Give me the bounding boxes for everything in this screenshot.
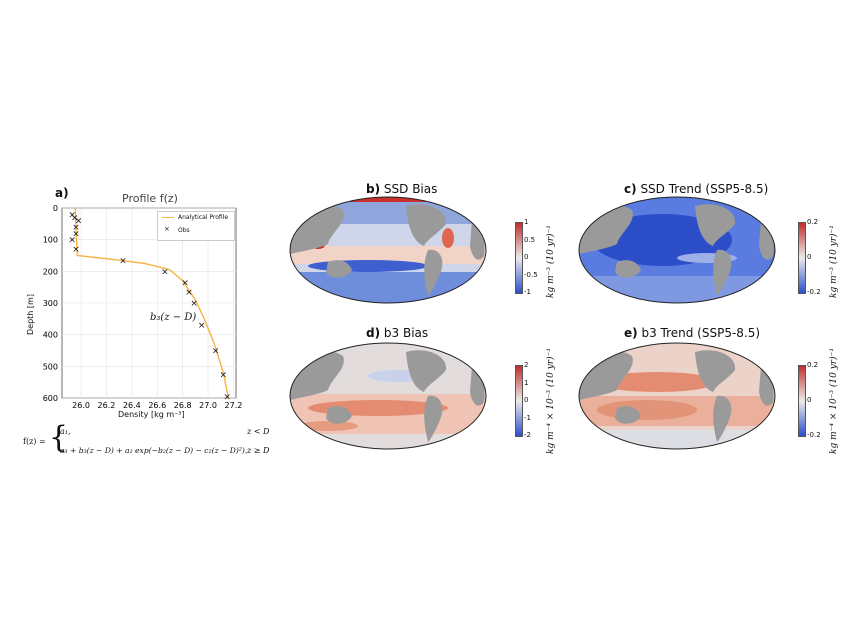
legend-entry-obs: Obs	[178, 227, 190, 234]
colorbar-tick-label: 0.5	[524, 235, 536, 244]
equation-case1: a₁,	[60, 427, 71, 436]
colorbar-tick-label: 1	[524, 218, 529, 226]
obs-marker: ×	[185, 288, 193, 298]
colorbar-tick-label: -1	[524, 288, 531, 296]
y-tick-label: 500	[43, 362, 58, 371]
legend-entry-analytical: Analytical Profile	[178, 214, 229, 221]
y-ticks: 0 100 200 300 400 500 600	[43, 204, 58, 403]
equation-case1-cond: z < D	[247, 427, 270, 436]
colorbar-e	[798, 365, 806, 437]
map-panel-b	[289, 196, 487, 304]
map-panel-e	[578, 342, 776, 450]
x-tick-label: 27.0	[199, 401, 217, 410]
colorbar-c-label: kg m⁻³ (10 yr)⁻¹	[829, 225, 839, 298]
x-tick-label: 27.2	[225, 401, 243, 410]
x-tick-label: 26.2	[98, 401, 116, 410]
obs-marker: ×	[198, 321, 206, 331]
analytical-profile-line	[74, 207, 230, 399]
x-tick-label: 26.6	[148, 401, 166, 410]
y-tick-label: 300	[43, 299, 58, 308]
panel-a-label: a)	[55, 186, 69, 200]
equation-case2: a₃ + b₃(z − D) + a₂ exp(−b₂(z − D) − c₂(…	[60, 446, 248, 455]
obs-marker: ×	[212, 347, 220, 357]
x-tick-label: 26.8	[174, 401, 192, 410]
profile-title: Profile f(z)	[122, 192, 178, 205]
colorbar-tick-label: -2	[524, 431, 531, 439]
gridlines	[62, 207, 236, 399]
y-tick-label: 100	[43, 236, 58, 245]
colorbar-tick-label: 0	[807, 253, 812, 261]
obs-marker: ×	[72, 229, 80, 239]
y-axis-label: Depth [m]	[26, 294, 35, 335]
obs-marker: ×	[72, 223, 80, 233]
colorbar-d-label: kg m⁻⁴ × 10⁻³ (10 yr)⁻¹	[546, 348, 556, 454]
colorbar-b-label: kg m⁻³ (10 yr)⁻¹	[546, 225, 556, 298]
equation-lhs: f(z) =	[23, 437, 46, 446]
obs-marker: ×	[68, 236, 76, 246]
obs-marker: ×	[220, 370, 228, 380]
legend-x-marker: ×	[164, 225, 170, 233]
obs-marker: ×	[75, 217, 83, 227]
panel-b-title: b) SSD Bias	[366, 182, 438, 196]
y-tick-label: 400	[43, 331, 58, 340]
equation-brace: {	[49, 420, 69, 455]
colorbar-c	[798, 222, 806, 294]
colorbar-tick-label: -1	[524, 413, 531, 422]
colorbar-tick-label: -0.5	[524, 270, 538, 279]
obs-marker: ×	[68, 210, 76, 220]
obs-marker: ×	[119, 256, 127, 266]
obs-marker: ×	[71, 214, 79, 224]
map-panel-c	[578, 196, 776, 304]
colorbar-tick-label: 0	[524, 396, 529, 404]
profile-annotation: b₃(z − D)	[150, 312, 197, 323]
colorbar-tick-label: -0.2	[807, 431, 821, 439]
obs-marker: ×	[223, 392, 231, 402]
colorbar-tick-label: 0	[524, 253, 529, 261]
panel-c-title: c) SSD Trend (SSP5-8.5)	[624, 182, 769, 196]
equation-case2-cond: z ≥ D	[247, 446, 270, 455]
colorbar-tick-label: 1	[524, 378, 529, 387]
obs-marker: ×	[181, 278, 189, 288]
obs-markers: ××××××××××××××××	[68, 210, 230, 402]
x-ticks: 26.0 26.2 26.4 26.6 26.8 27.0 27.2	[72, 401, 242, 410]
obs-marker: ×	[190, 299, 198, 309]
map-panel-d	[289, 342, 487, 450]
colorbar-tick-label: -0.2	[807, 288, 821, 296]
y-tick-label: 0	[53, 204, 58, 213]
colorbar-tick-label: 0.2	[807, 218, 819, 226]
x-axis-label: Density [kg m⁻³]	[118, 410, 185, 419]
y-tick-label: 200	[43, 267, 58, 276]
colorbar-d	[515, 365, 523, 437]
legend-line-swatch	[162, 217, 174, 218]
x-tick-label: 26.0	[72, 401, 90, 410]
y-tick-label: 600	[43, 394, 58, 403]
legend: Analytical Profile × Obs	[157, 211, 235, 241]
obs-marker: ×	[161, 267, 169, 277]
x-tick-label: 26.4	[123, 401, 141, 410]
colorbar-tick-label: 0	[807, 396, 812, 404]
panel-e-title: e) b3 Trend (SSP5-8.5)	[624, 326, 761, 340]
colorbar-e-label: kg m⁻⁴ × 10⁻³ (10 yr)⁻¹	[829, 348, 839, 454]
panel-d-title: d) b3 Bias	[366, 326, 429, 340]
obs-marker: ×	[72, 245, 80, 255]
colorbar-tick-label: 0.2	[807, 361, 819, 369]
colorbar-tick-label: 2	[524, 361, 529, 369]
colorbar-b	[515, 222, 523, 294]
